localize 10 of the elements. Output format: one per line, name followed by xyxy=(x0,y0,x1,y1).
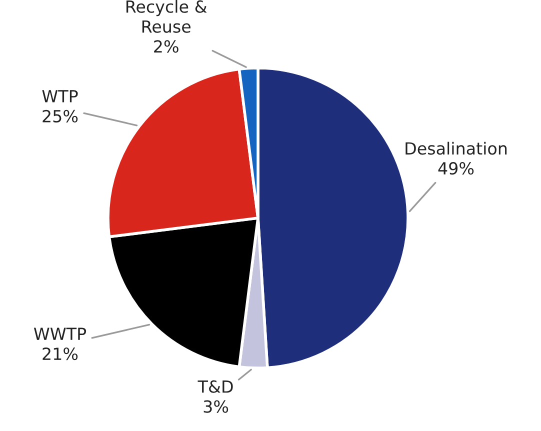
slice-label: WWTP xyxy=(34,328,86,340)
data-label: 25% xyxy=(42,110,78,122)
data-label: 2% xyxy=(154,40,178,53)
slice-label: T&D xyxy=(198,380,233,393)
data-label: 21% xyxy=(42,347,78,360)
slice-label: Desalination xyxy=(406,142,507,155)
data-label: 3% xyxy=(204,400,228,413)
slice-label: WTP xyxy=(42,90,78,102)
slice-label: Recycle & Reuse xyxy=(126,0,207,33)
data-label: 49% xyxy=(438,162,474,175)
